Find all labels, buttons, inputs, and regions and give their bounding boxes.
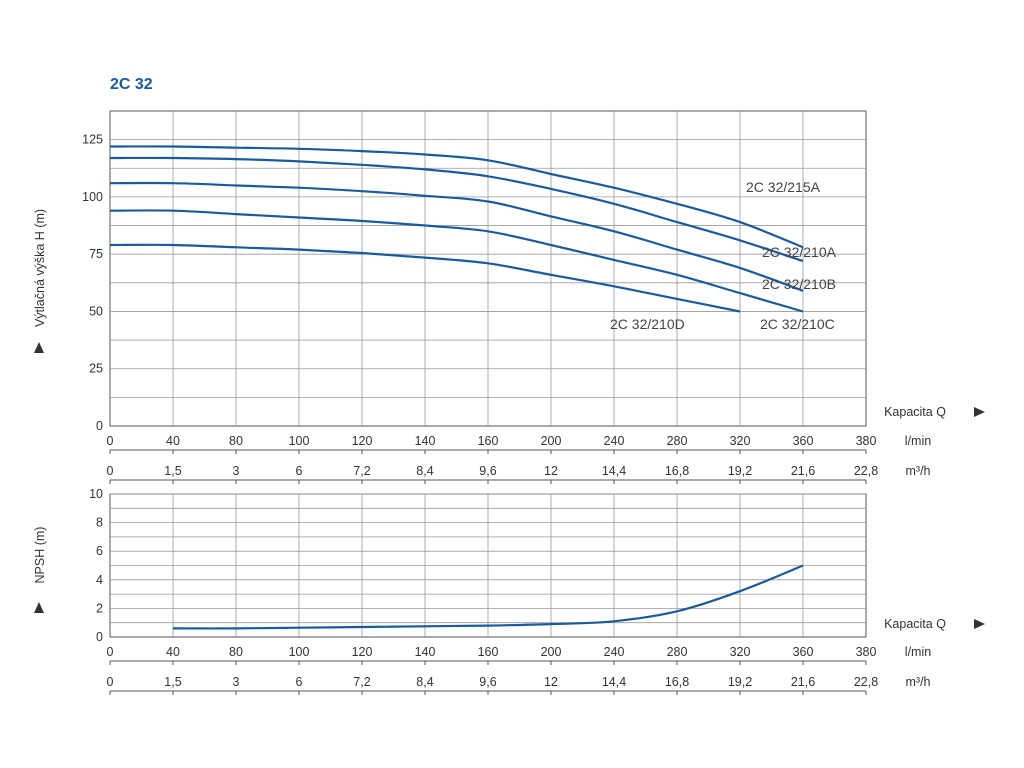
series-line: [109, 209, 804, 313]
y-tick-label: 0: [96, 419, 103, 433]
x-tick-label: 22,8: [854, 675, 878, 689]
x-tick-label: 1,5: [164, 464, 181, 478]
y-tick-label: 75: [89, 247, 103, 261]
series-label: 2C 32/210A: [762, 244, 837, 260]
x-tick-label: 160: [478, 645, 499, 659]
x-tick-label: 360: [793, 434, 814, 448]
unit-lmin-label: l/min: [905, 645, 931, 659]
x-tick-label: 0: [107, 675, 114, 689]
x-tick-label: 7,2: [353, 675, 370, 689]
x-tick-label: 6: [296, 464, 303, 478]
x-tick-label: 80: [229, 434, 243, 448]
x-tick-label: 240: [604, 645, 625, 659]
y-tick-label: 2: [96, 601, 103, 615]
x-tick-label: 160: [478, 434, 499, 448]
x-tick-label: 19,2: [728, 464, 752, 478]
x-tick-label: 280: [667, 434, 688, 448]
x-tick-label: 12: [544, 464, 558, 478]
x-tick-label: 380: [856, 434, 877, 448]
x-tick-label: 16,8: [665, 464, 689, 478]
x-tick-label: 0: [107, 434, 114, 448]
y-tick-label: 4: [96, 573, 103, 587]
x-tick-label: 140: [415, 434, 436, 448]
unit-m3h-label: m³/h: [906, 675, 931, 689]
unit-m3h-label: m³/h: [906, 464, 931, 478]
y-tick-label: 125: [82, 133, 103, 147]
x-tick-label: 380: [856, 645, 877, 659]
x-tick-label: 14,4: [602, 464, 626, 478]
series-line: [109, 181, 804, 292]
x-axis-arrow-icon: [974, 619, 985, 629]
x-tick-label: 14,4: [602, 675, 626, 689]
x-tick-label: 280: [667, 645, 688, 659]
unit-lmin-label: l/min: [905, 434, 931, 448]
series-line: [109, 145, 804, 249]
x-tick-label: 0: [107, 645, 114, 659]
x-tick-label: 3: [233, 464, 240, 478]
y-tick-label: 0: [96, 630, 103, 644]
x-tick-label: 40: [166, 434, 180, 448]
series-line: [172, 564, 804, 630]
series-label: 2C 32/210D: [610, 316, 685, 332]
x-tick-label: 80: [229, 645, 243, 659]
x-tick-label: 120: [352, 434, 373, 448]
series-label: 2C 32/215A: [746, 179, 821, 195]
chart-title: 2C 32: [110, 76, 153, 93]
y-tick-label: 100: [82, 190, 103, 204]
x-tick-label: 100: [289, 434, 310, 448]
x-tick-label: 3: [233, 675, 240, 689]
x-tick-label: 16,8: [665, 675, 689, 689]
x-tick-label: 320: [730, 645, 751, 659]
x-tick-label: 360: [793, 645, 814, 659]
y-axis-title: Výtlačná výška H (m): [33, 209, 47, 327]
x-tick-label: 120: [352, 645, 373, 659]
y-tick-label: 8: [96, 516, 103, 530]
y-axis-arrow-icon: [34, 342, 44, 353]
x-axis-title: Kapacita Q: [884, 617, 946, 631]
x-tick-label: 8,4: [416, 464, 433, 478]
series-line: [109, 156, 804, 263]
series-label: 2C 32/210B: [762, 276, 836, 292]
x-axis-title: Kapacita Q: [884, 405, 946, 419]
x-tick-label: 200: [541, 645, 562, 659]
x-tick-label: 320: [730, 434, 751, 448]
x-tick-label: 1,5: [164, 675, 181, 689]
x-tick-label: 9,6: [479, 675, 496, 689]
x-tick-label: 100: [289, 645, 310, 659]
x-tick-label: 0: [107, 464, 114, 478]
x-tick-label: 6: [296, 675, 303, 689]
series-line: [109, 243, 741, 313]
x-tick-label: 7,2: [353, 464, 370, 478]
y-tick-label: 10: [89, 487, 103, 501]
y-tick-label: 50: [89, 304, 103, 318]
x-tick-label: 40: [166, 645, 180, 659]
y-tick-label: 25: [89, 362, 103, 376]
x-tick-label: 12: [544, 675, 558, 689]
x-axis-arrow-icon: [974, 407, 985, 417]
y-tick-label: 6: [96, 544, 103, 558]
x-tick-label: 21,6: [791, 675, 815, 689]
x-tick-label: 240: [604, 434, 625, 448]
x-tick-label: 140: [415, 645, 436, 659]
x-tick-label: 19,2: [728, 675, 752, 689]
y-axis-title: NPSH (m): [33, 527, 47, 584]
x-tick-label: 9,6: [479, 464, 496, 478]
x-tick-label: 22,8: [854, 464, 878, 478]
y-axis-arrow-icon: [34, 602, 44, 613]
x-tick-label: 21,6: [791, 464, 815, 478]
series-label: 2C 32/210C: [760, 316, 835, 332]
x-tick-label: 8,4: [416, 675, 433, 689]
x-tick-label: 200: [541, 434, 562, 448]
